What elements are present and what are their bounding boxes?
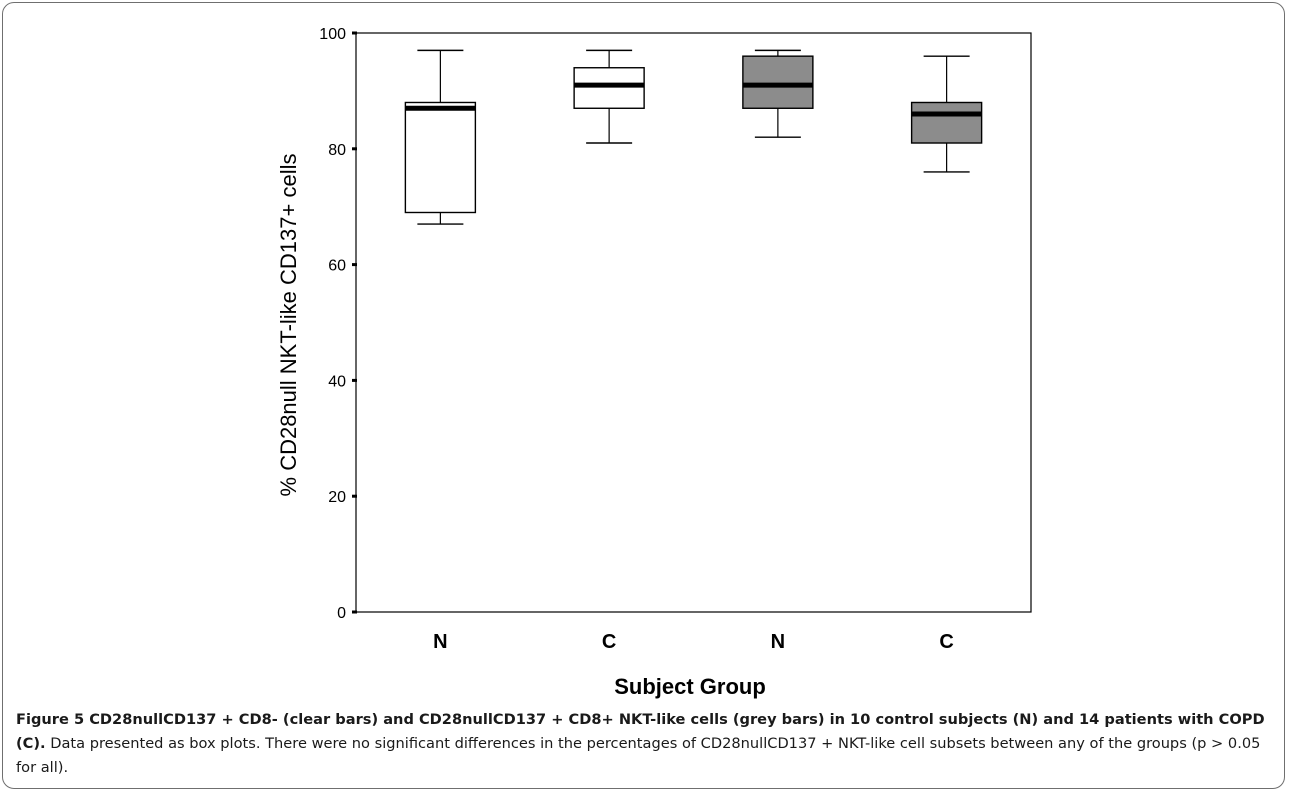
figure-caption: Figure 5 CD28nullCD137 + CD8- (clear bar…	[16, 708, 1276, 780]
x-category-label: N	[433, 631, 447, 653]
box-iqr	[573, 67, 645, 109]
caption-title: Figure 5 CD28nullCD137 + CD8- (clear bar…	[16, 711, 1265, 752]
plot-area-border	[355, 32, 1032, 613]
y-tick-label: 40	[328, 373, 346, 390]
box-iqr	[910, 101, 983, 144]
x-axis-label: Subject Group	[614, 674, 766, 699]
box-iqr	[404, 101, 477, 214]
y-tick-label: 0	[337, 605, 346, 622]
y-tick-label: 80	[328, 142, 346, 159]
y-tick-label: 20	[328, 489, 346, 506]
caption-body: Data presented as box plots. There were …	[16, 735, 1261, 776]
box-iqr	[742, 55, 814, 109]
x-category-label: C	[939, 631, 953, 653]
y-axis-label: % CD28null NKT-like CD137+ cells	[276, 154, 301, 497]
box-plot-chart: 0 20 40 60 80 100 N C N C % CD28null NKT-like CD1…	[276, 26, 1032, 699]
y-tick-label: 100	[319, 26, 346, 43]
x-category-label: N	[771, 631, 785, 653]
x-category-label: C	[602, 631, 616, 653]
y-tick-label: 60	[328, 258, 346, 275]
